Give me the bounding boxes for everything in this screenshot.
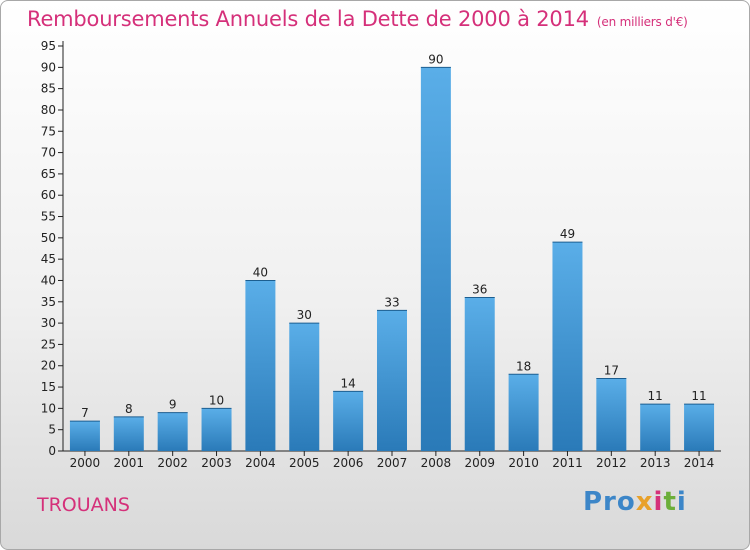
data-label: 90 <box>428 52 443 66</box>
data-label: 9 <box>169 398 177 412</box>
bar <box>201 408 232 451</box>
bar <box>157 412 188 451</box>
x-tick-label: 2007 <box>377 456 408 470</box>
data-label: 7 <box>81 406 89 420</box>
bar <box>640 404 671 451</box>
x-tick-label: 2005 <box>289 456 320 470</box>
bar <box>333 391 364 451</box>
logo-part: x <box>635 487 654 517</box>
x-tick-label: 2000 <box>70 456 101 470</box>
data-label: 30 <box>297 308 312 322</box>
data-label: 11 <box>648 389 663 403</box>
y-tick-label: 80 <box>41 103 56 117</box>
town-name: TROUANS <box>37 494 130 516</box>
y-tick-label: 40 <box>41 273 56 287</box>
y-tick-label: 30 <box>41 316 56 330</box>
y-tick-label: 25 <box>41 337 56 351</box>
data-label: 18 <box>516 359 531 373</box>
x-tick-label: 2014 <box>684 456 715 470</box>
data-label: 36 <box>472 283 487 297</box>
y-tick-label: 90 <box>41 60 56 74</box>
logo-part: Pro <box>583 487 636 517</box>
bar <box>69 421 100 451</box>
bar <box>245 280 276 451</box>
x-tick-label: 2002 <box>157 456 188 470</box>
x-tick-label: 2003 <box>201 456 232 470</box>
bar <box>113 416 144 451</box>
bars: 7 8 9 10 40 30 14 33 90 36 18 49 17 11 11 <box>69 52 715 451</box>
data-label: 8 <box>125 402 133 416</box>
data-label: 40 <box>253 265 268 279</box>
chart-unit: (en milliers d'€) <box>596 15 688 29</box>
bar <box>377 310 407 451</box>
x-tick-label: 2006 <box>333 456 364 470</box>
y-tick-label: 50 <box>41 231 56 245</box>
axes: 0 5 10 15 20 25 30 35 40 45 50 55 60 65 70 75 80 85 90 95 20… <box>41 39 721 470</box>
bar <box>596 378 627 451</box>
x-tick-label: 2008 <box>421 456 452 470</box>
y-tick-label: 5 <box>48 423 56 437</box>
y-tick-label: 60 <box>41 188 56 202</box>
bar <box>420 67 451 451</box>
bar <box>508 374 539 451</box>
y-tick-label: 55 <box>41 210 56 224</box>
logo-part: i <box>653 487 664 517</box>
x-tick-label: 2010 <box>508 456 539 470</box>
chart-title: Remboursements Annuels de la Dette de 20… <box>27 7 688 31</box>
logo-part: i <box>676 487 687 517</box>
x-tick-label: 2011 <box>552 456 583 470</box>
y-tick-label: 35 <box>41 295 56 309</box>
x-tick-label: 2013 <box>640 456 671 470</box>
y-tick-label: 70 <box>41 146 56 160</box>
data-label: 17 <box>604 364 619 378</box>
y-tick-label: 15 <box>41 380 56 394</box>
y-tick-label: 75 <box>41 124 56 138</box>
y-tick-label: 10 <box>41 401 56 415</box>
y-tick-label: 0 <box>48 444 56 458</box>
chart-title-text: Remboursements Annuels de la Dette de 20… <box>27 7 589 31</box>
logo-part: t <box>663 487 677 517</box>
data-label: 10 <box>209 393 224 407</box>
bar <box>464 297 495 451</box>
y-tick-label: 20 <box>41 359 56 373</box>
y-tick-label: 85 <box>41 82 56 96</box>
data-label: 49 <box>560 227 575 241</box>
bar <box>684 404 715 451</box>
x-tick-label: 2012 <box>596 456 627 470</box>
y-tick-label: 45 <box>41 252 56 266</box>
x-tick-label: 2004 <box>245 456 276 470</box>
data-label: 14 <box>340 376 355 390</box>
data-label: 11 <box>691 389 706 403</box>
y-tick-label: 65 <box>41 167 56 181</box>
x-tick-label: 2009 <box>464 456 495 470</box>
proxiti-logo: Proxiti <box>583 487 687 517</box>
y-tick-label: 95 <box>41 39 56 53</box>
bar <box>289 323 320 451</box>
x-tick-label: 2001 <box>114 456 145 470</box>
bar <box>552 242 583 451</box>
data-label: 33 <box>384 295 399 309</box>
